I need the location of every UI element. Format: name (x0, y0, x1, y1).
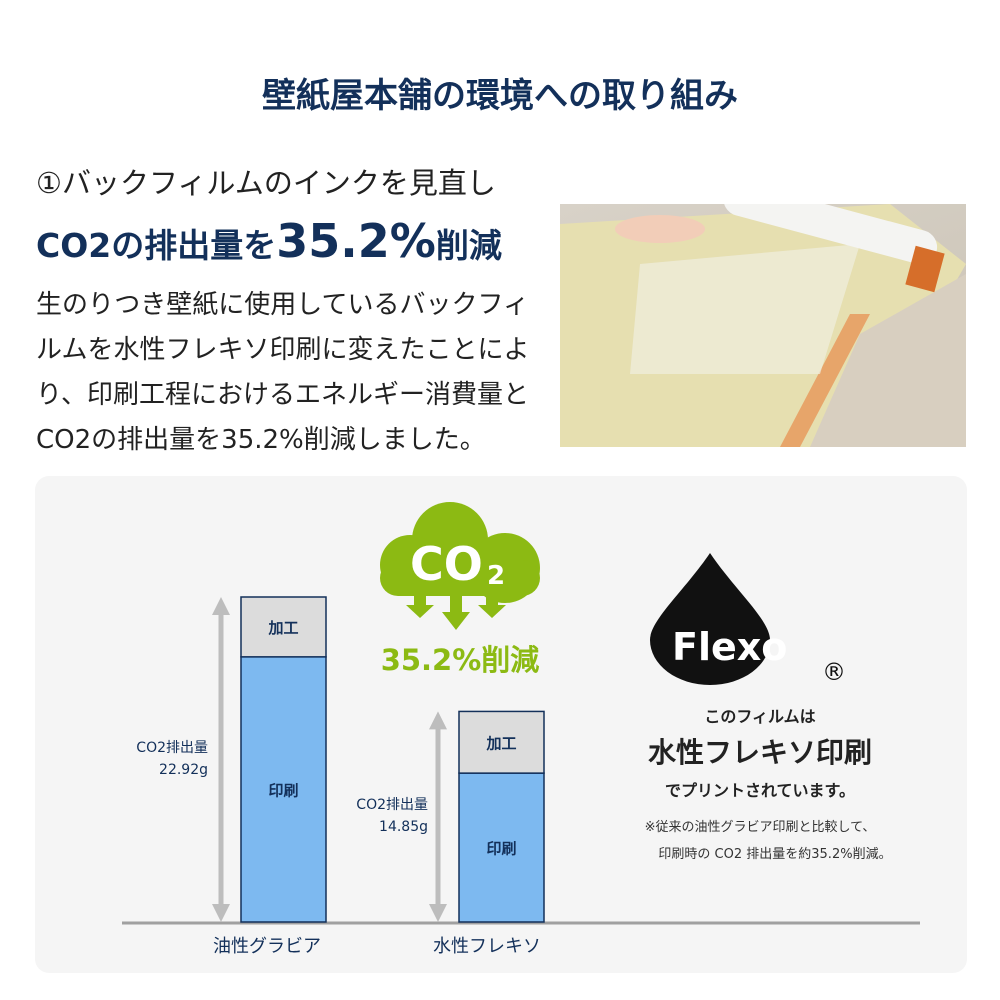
section-headline: CO2の排出量を35.2%削減 (36, 214, 502, 268)
flexo-drop-icon (650, 553, 770, 685)
flexo-note2: 印刷時の CO2 排出量を約35.2%削減。 (658, 847, 892, 862)
reduction-label: 35.2%削減 (381, 643, 540, 677)
co2-cloud-icon (380, 502, 540, 630)
flexo-note1: ※従来の油性グラビア印刷と比較して、 (644, 820, 876, 835)
cloud-sub-label: 2 (487, 561, 505, 591)
registered-mark: ® (822, 658, 846, 686)
bar-segment-加工 (240, 596, 327, 658)
flexo-logo: Flexo (672, 625, 787, 669)
arrow-down-icon (429, 904, 447, 922)
bar-segment-印刷 (458, 772, 545, 923)
total-label-0: CO2排出量 22.92g (136, 740, 208, 778)
arrow-down-icon (212, 904, 230, 922)
arrow-up-icon (212, 597, 230, 615)
segment-label: 印刷 (486, 840, 516, 858)
category-label-0: 油性グラビア (213, 936, 321, 957)
headline-post: 削減 (435, 226, 502, 265)
flexo-line3: でプリントされています。 (665, 781, 855, 800)
section-heading: ①バックフィルムのインクを見直し (36, 166, 496, 200)
segment-label: 加工 (485, 734, 516, 752)
category-label-1: 水性フレキソ (433, 936, 541, 957)
page-title: 壁紙屋本舗の環境への取り組み (262, 76, 738, 116)
segment-label: 印刷 (268, 781, 298, 799)
headline-percent: 35.2% (276, 214, 436, 268)
arrow-up-icon (429, 711, 447, 730)
product-photo (560, 204, 966, 447)
total-label-1: CO2排出量 14.85g (356, 797, 428, 835)
flexo-line2: 水性フレキソ印刷 (647, 736, 872, 769)
headline-pre: CO2の排出量を (36, 226, 277, 265)
bar-segment-加工 (458, 710, 545, 774)
segment-label: 加工 (267, 619, 298, 637)
flexo-line1: このフィルムは (704, 707, 816, 726)
description: 生のりつき壁紙に使用しているバックフィルムを水性フレキソ印刷に変えたことにより、… (36, 290, 530, 455)
bar-segment-印刷 (240, 656, 327, 923)
cloud-co-label: CO (410, 537, 483, 591)
